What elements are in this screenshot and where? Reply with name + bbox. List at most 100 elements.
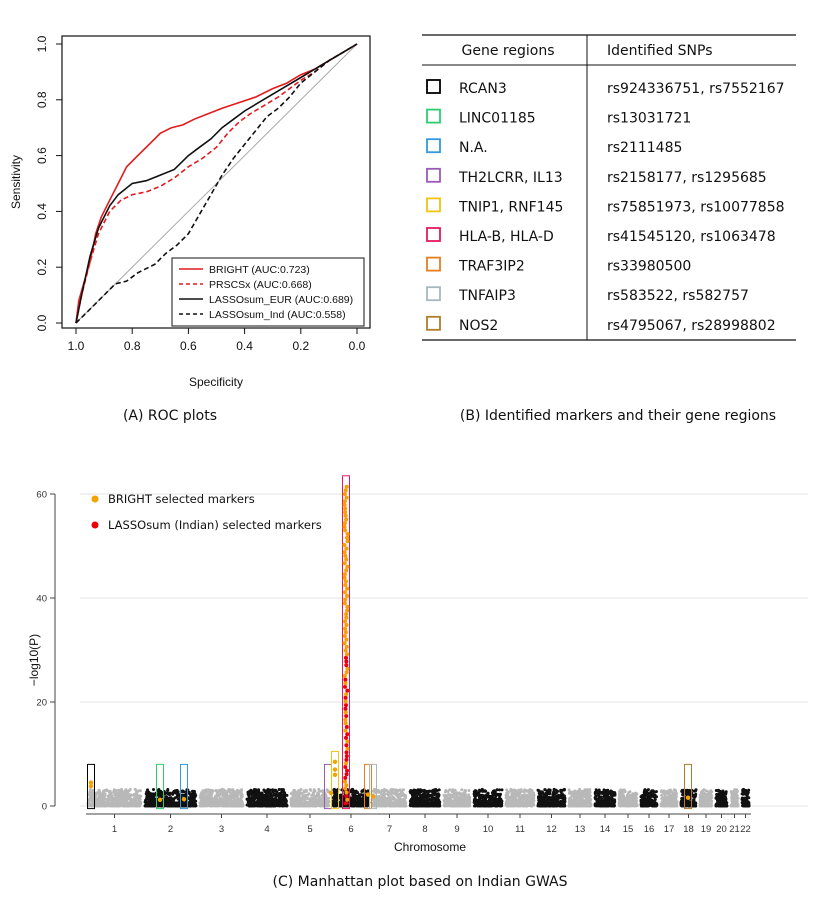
manhattan-snp-point bbox=[398, 803, 402, 807]
manhattan-snp-point bbox=[144, 800, 148, 804]
manhattan-snp-point bbox=[532, 796, 536, 800]
manhattan-snp-point bbox=[116, 799, 119, 803]
roc-x-tick-label: 0.8 bbox=[124, 339, 141, 353]
manhattan-snp-point bbox=[384, 798, 388, 802]
manhattan-snp-point bbox=[382, 791, 386, 795]
manhattan-snp-point bbox=[594, 791, 598, 794]
manhattan-snp-point bbox=[538, 791, 541, 795]
manhattan-snp-point bbox=[481, 789, 485, 793]
manhattan-snp-point bbox=[499, 799, 503, 803]
manhattan-snp-point bbox=[491, 793, 495, 797]
manhattan-snp-point bbox=[299, 791, 303, 795]
manhattan-snp-point bbox=[121, 804, 125, 808]
manhattan-snp-point bbox=[235, 793, 239, 797]
manhattan-snp-point bbox=[290, 804, 294, 808]
manhattan-snp-point bbox=[610, 791, 614, 795]
manhattan-snp-point bbox=[304, 789, 308, 793]
manhattan-snp-point bbox=[394, 791, 398, 795]
manhattan-snp-point bbox=[103, 788, 107, 792]
manhattan-snp-point bbox=[417, 798, 421, 802]
manhattan-snp-point bbox=[467, 789, 471, 792]
manhattan-snp-point bbox=[299, 803, 303, 806]
manhattan-snp-point bbox=[524, 789, 528, 792]
manhattan-snp-point bbox=[352, 789, 356, 793]
manhattan-snp-point bbox=[130, 798, 134, 802]
manhattan-snp-point bbox=[536, 804, 540, 808]
manhattan-snp-point bbox=[127, 789, 131, 793]
manhattan-snp-point bbox=[180, 790, 184, 793]
manhattan-snp-point bbox=[402, 793, 406, 797]
manhattan-snp-point bbox=[494, 799, 498, 803]
manhattan-snp-point bbox=[452, 793, 456, 797]
manhattan-snp-point bbox=[222, 791, 226, 795]
manhattan-snp-point bbox=[333, 788, 337, 792]
manhattan-snp-point bbox=[393, 802, 396, 806]
manhattan-snp-point bbox=[394, 793, 398, 797]
manhattan-snp-point bbox=[588, 790, 592, 794]
manhattan-snp-point bbox=[266, 801, 270, 805]
manhattan-snp-point bbox=[613, 792, 617, 796]
manhattan-snp-point bbox=[500, 788, 504, 792]
manhattan-snp-point bbox=[575, 801, 579, 804]
manhattan-snp-point bbox=[144, 798, 148, 802]
manhattan-snp-point bbox=[462, 804, 466, 808]
manhattan-snp-point bbox=[560, 804, 564, 808]
manhattan-snp-point bbox=[182, 793, 186, 797]
manhattan-snp-point bbox=[612, 801, 616, 805]
caption-a: (A) ROC plots bbox=[123, 408, 217, 424]
manhattan-snp-point bbox=[492, 796, 496, 800]
manhattan-snp-point bbox=[320, 803, 324, 807]
manhattan-snp-point bbox=[257, 803, 261, 807]
manhattan-snp-point bbox=[133, 798, 137, 801]
roc-x-tick-label: 0.2 bbox=[292, 339, 309, 353]
roc-legend-box bbox=[171, 257, 365, 327]
manhattan-snp-point bbox=[537, 798, 541, 802]
manhattan-snp-point bbox=[225, 796, 229, 800]
manhattan-snp-point bbox=[532, 791, 535, 795]
manhattan-snp-point bbox=[488, 804, 492, 808]
manhattan-snp-point bbox=[518, 797, 522, 801]
manhattan-snp-point bbox=[520, 801, 524, 805]
manhattan-snp-point bbox=[432, 804, 436, 808]
manhattan-snp-point bbox=[464, 795, 468, 799]
manhattan-snp-point bbox=[443, 794, 447, 798]
roc-curve-line bbox=[75, 43, 358, 324]
manhattan-snp-point bbox=[588, 799, 592, 803]
manhattan-snp-point bbox=[539, 799, 543, 803]
manhattan-snp-point bbox=[235, 798, 239, 802]
manhattan-snp-point bbox=[324, 803, 328, 807]
manhattan-snp-point bbox=[232, 794, 236, 798]
manhattan-snp-point bbox=[158, 789, 161, 793]
manhattan-snp-point bbox=[601, 804, 605, 808]
manhattan-snp-point bbox=[427, 793, 431, 797]
manhattan-snp-point bbox=[553, 800, 556, 804]
manhattan-snp-point bbox=[110, 800, 114, 804]
manhattan-snp-point bbox=[520, 795, 524, 799]
manhattan-snp-point bbox=[360, 804, 364, 808]
manhattan-snp-point bbox=[326, 799, 330, 803]
manhattan-snp-point bbox=[391, 796, 395, 800]
manhattan-snp-point bbox=[584, 802, 588, 806]
gene-region-color-key bbox=[426, 286, 441, 302]
manhattan-snp-point bbox=[304, 793, 308, 797]
manhattan-snp-point bbox=[274, 799, 278, 803]
manhattan-snp-point bbox=[435, 789, 439, 792]
manhattan-snp-point bbox=[299, 798, 303, 802]
manhattan-snp-point bbox=[103, 792, 107, 796]
gene-region-color-key bbox=[426, 138, 441, 154]
manhattan-snp-point bbox=[435, 792, 439, 796]
manhattan-snp-point bbox=[420, 799, 424, 802]
manhattan-snp-point bbox=[400, 790, 403, 794]
manhattan-snp-point bbox=[386, 790, 390, 793]
manhattan-snp-point bbox=[402, 788, 405, 792]
manhattan-snp-point bbox=[433, 788, 437, 792]
roc-plot-frame bbox=[61, 35, 371, 329]
manhattan-snp-point bbox=[610, 798, 614, 801]
roc-y-tick-label: 1.0 bbox=[35, 35, 49, 52]
manhattan-snp-point bbox=[411, 792, 415, 796]
manhattan-snp-point bbox=[585, 791, 589, 795]
manhattan-snp-point bbox=[254, 792, 258, 796]
gene-region-color-key bbox=[426, 227, 441, 242]
manhattan-snp-point bbox=[267, 804, 271, 808]
manhattan-snp-point bbox=[529, 803, 533, 807]
